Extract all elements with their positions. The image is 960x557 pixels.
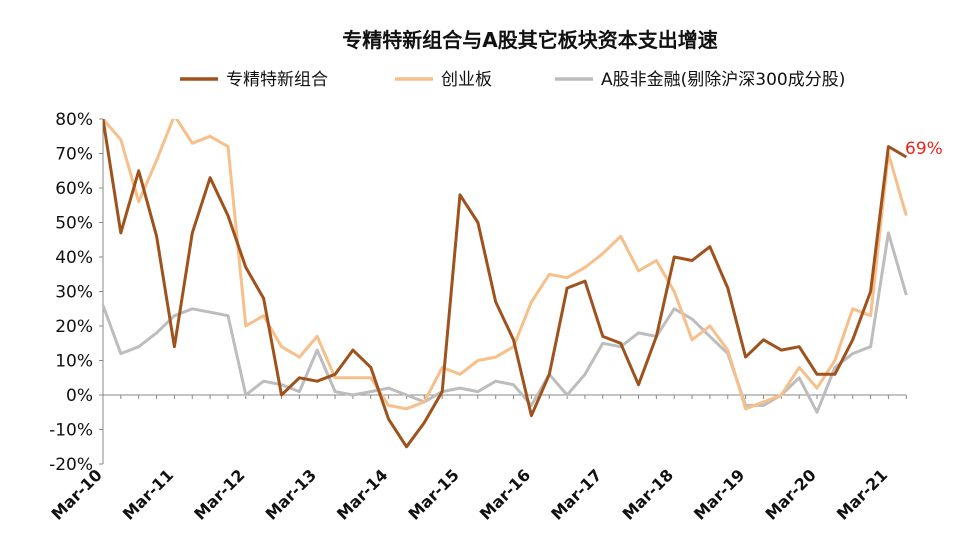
- x-tick-label: Mar-12: [190, 465, 248, 523]
- y-tick-label: -10%: [49, 421, 93, 441]
- x-tick-label: Mar-17: [547, 465, 605, 523]
- y-axis: 80% 70% 60% 50% 40% 30% 20% 10% 0% -10% -20%: [49, 110, 104, 475]
- series-line-0: [103, 119, 908, 449]
- x-tick-label: Mar-14: [333, 465, 391, 523]
- x-tick-label: Mar-15: [404, 465, 462, 523]
- y-tick-label: 50%: [55, 214, 93, 234]
- legend-label-2: A股非金融(剔除沪深300成分股): [601, 70, 845, 90]
- chart-title: 专精特新组合与A股其它板块资本支出增速: [342, 28, 717, 52]
- x-tick-label: Mar-18: [619, 465, 677, 523]
- x-tick-label: Mar-19: [690, 465, 748, 523]
- y-tick-label: 80%: [55, 110, 93, 130]
- x-tick-label: Mar-20: [761, 465, 819, 523]
- y-tick-label: 70%: [55, 145, 93, 165]
- y-tick-label: 20%: [55, 317, 93, 337]
- plot-area: [103, 119, 908, 449]
- y-tick-label: 10%: [55, 352, 93, 372]
- last-value-annotation: 69%: [905, 139, 943, 159]
- x-tick-label: Mar-11: [119, 465, 177, 523]
- series-line-2: [103, 231, 908, 414]
- y-tick-label: 40%: [55, 248, 93, 268]
- x-tick-label: Mar-21: [833, 465, 891, 523]
- series-line-1: [103, 119, 908, 411]
- y-tick-label: -20%: [49, 455, 93, 475]
- y-tick-label: 30%: [55, 283, 93, 303]
- legend: 专精特新组合 创业板 A股非金融(剔除沪深300成分股): [180, 70, 845, 90]
- x-tick-label: Mar-13: [262, 465, 320, 523]
- legend-label-0: 专精特新组合: [226, 70, 328, 90]
- y-tick-label: 0%: [66, 386, 93, 406]
- x-axis: Mar-10 Mar-11 Mar-12 Mar-13 Mar-14 Mar-15 Mar-…: [47, 394, 907, 524]
- y-tick-label: 60%: [55, 179, 93, 199]
- legend-label-1: 创业板: [441, 70, 492, 90]
- x-tick-label: Mar-16: [476, 465, 534, 523]
